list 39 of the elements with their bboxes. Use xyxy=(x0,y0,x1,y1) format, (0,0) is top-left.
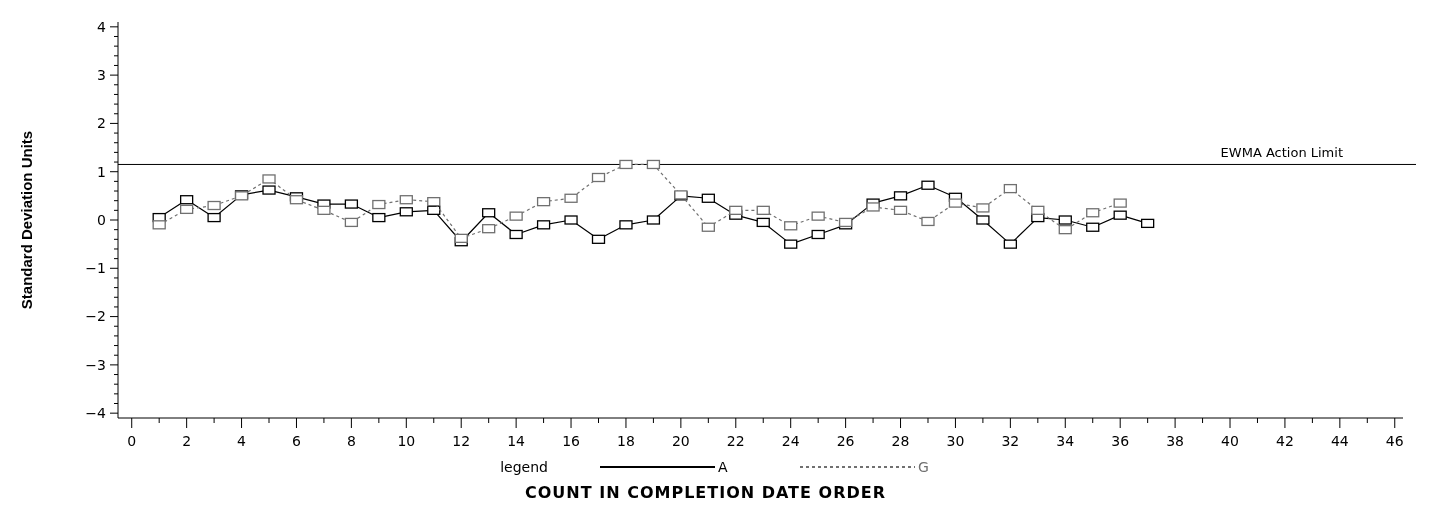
x-tick-label: 6 xyxy=(292,433,302,449)
x-tick-label: 12 xyxy=(452,433,471,449)
x-tick-label: 0 xyxy=(127,433,137,449)
x-tick-label: 38 xyxy=(1166,433,1185,449)
x-tick-label: 36 xyxy=(1111,433,1130,449)
x-tick-label: 32 xyxy=(1001,433,1020,449)
x-tick-label: 20 xyxy=(671,433,690,449)
x-tick-label: 40 xyxy=(1221,433,1239,449)
x-tick-label: 8 xyxy=(346,433,356,449)
y-tick-label: 0 xyxy=(97,211,106,228)
text: A xyxy=(718,459,728,475)
x-tick-label: 2 xyxy=(182,433,192,449)
y-tick-label: −4 xyxy=(85,405,107,422)
ref-line-label: EWMA Action Limit xyxy=(1220,145,1343,161)
x-tick-label: 34 xyxy=(1056,433,1075,449)
text: G xyxy=(918,459,929,475)
x-tick-label: 14 xyxy=(507,433,526,449)
x-tick-label: 16 xyxy=(562,433,581,449)
x-tick-label: 28 xyxy=(891,433,910,449)
y-tick-label: 1 xyxy=(97,163,106,180)
y-tick-label: 3 xyxy=(97,67,106,84)
x-tick-label: 42 xyxy=(1276,433,1294,449)
x-tick-label: 22 xyxy=(726,433,745,449)
x-tick-label: 46 xyxy=(1385,433,1404,449)
y-tick-label: 4 xyxy=(97,18,107,35)
y-tick-label: 2 xyxy=(97,115,106,132)
x-tick-label: 30 xyxy=(946,433,965,449)
legend-title: legend xyxy=(500,459,548,475)
x-tick-label: 18 xyxy=(617,433,635,449)
y-tick-label: −1 xyxy=(85,260,106,277)
x-tick-label: 44 xyxy=(1330,433,1349,449)
x-tick-label: 10 xyxy=(397,433,416,449)
x-tick-label: 24 xyxy=(781,433,800,449)
y-tick-label: −2 xyxy=(85,308,106,325)
y-tick-label: −3 xyxy=(85,356,106,373)
x-tick-label: 4 xyxy=(237,433,247,449)
x-tick-label: 26 xyxy=(836,433,855,449)
y-axis-title: Standard Deviation Units xyxy=(18,130,35,310)
x-axis-title: COUNT IN COMPLETION DATE ORDER xyxy=(525,483,886,502)
